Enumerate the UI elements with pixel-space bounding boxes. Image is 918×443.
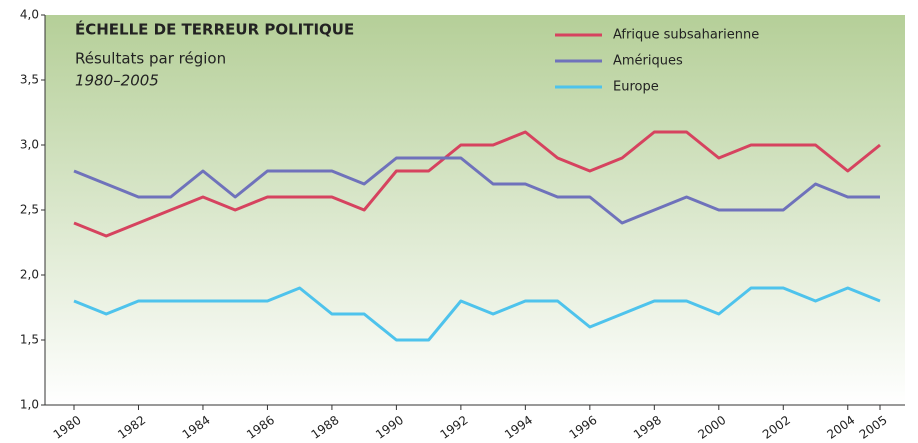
chart-subtitle: Résultats par région (75, 50, 226, 68)
y-tick-label: 4,0 (20, 8, 39, 22)
y-tick-label: 3,0 (20, 138, 39, 152)
x-tick-label: 1988 (309, 413, 342, 442)
x-tick-label: 1994 (502, 413, 535, 442)
y-tick-label: 2,5 (20, 203, 39, 217)
x-tick-label: 1986 (244, 413, 277, 442)
y-tick-label: 1,5 (20, 333, 39, 347)
x-tick-label: 2002 (760, 413, 793, 442)
y-tick-label: 2,0 (20, 268, 39, 282)
series-line (73, 156, 880, 225)
x-tick-label: 1996 (567, 413, 600, 442)
x-tick-label: 2005 (857, 413, 890, 442)
x-tick-label: 1980 (51, 413, 84, 442)
x-tick-label: 1992 (438, 413, 471, 442)
x-tick-label: 1984 (180, 413, 213, 442)
y-tick-label: 1,0 (20, 398, 39, 412)
legend-label: Afrique subsaharienne (613, 28, 759, 43)
series-line (73, 286, 881, 342)
x-tick-label: 2000 (695, 413, 728, 442)
x-tick-label: 1982 (115, 413, 148, 442)
x-tick-label: 1998 (631, 413, 664, 442)
series-line (73, 130, 881, 238)
y-tick-label: 3,5 (20, 73, 39, 87)
legend-label: Amériques (613, 54, 683, 69)
x-tick-label: 2004 (824, 413, 857, 442)
chart-period: 1980–2005 (75, 72, 159, 90)
legend-label: Europe (613, 80, 659, 95)
chart-title: ÉCHELLE DE TERREUR POLITIQUE (75, 20, 354, 39)
x-tick-label: 1990 (373, 413, 406, 442)
